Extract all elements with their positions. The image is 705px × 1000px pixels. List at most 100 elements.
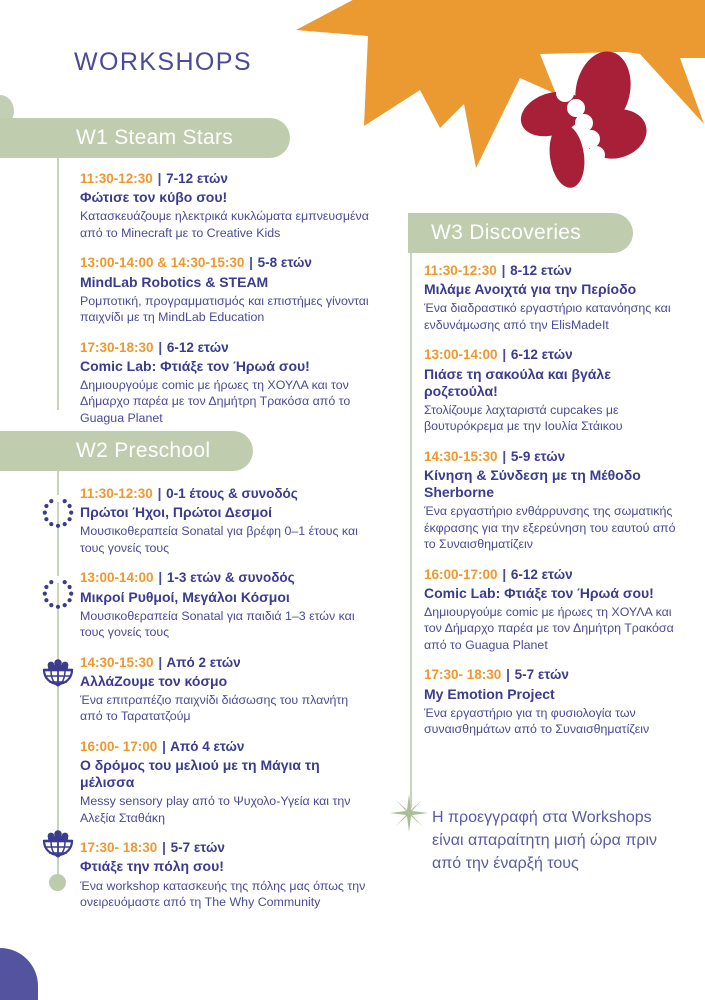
eight-point-star-icon (390, 794, 428, 832)
workshop-time: 11:30-12:30 (80, 486, 153, 501)
separator: | (506, 667, 510, 683)
workshop-desc: Ένα workshop κατασκευής της πόλης μας όπ… (80, 878, 366, 910)
workshop-meta: 13:00-14:00 | 1-3 ετών & συνοδός (80, 569, 370, 587)
workshop-desc: Ένα επιτραπέζιο παιχνίδι διάσωσης του πλ… (80, 692, 349, 724)
separator: | (162, 840, 166, 856)
workshop-entry: 13:00-14:00 | 1-3 ετών & συνοδός Μικροί … (80, 569, 370, 640)
workshop-meta: 11:30-12:30 | 8-12 ετών (424, 262, 682, 280)
workshop-meta: 17:30- 18:30 | 5-7 ετών (424, 666, 682, 684)
section-banner-w1-label: W1 Steam Stars (76, 126, 234, 149)
workshop-time: 13:00-14:00 (80, 570, 154, 586)
workshop-ages: 6-12 ετών (510, 347, 573, 363)
workshop-entry: 17:30-18:30 | 6-12 ετών Comic Lab: Φτιάξ… (80, 339, 370, 427)
workshop-ages: 5-7 ετών (514, 667, 569, 683)
workshop-list-w1: 11:30-12:30 | 7-12 ετών Φώτισε τον κύβο … (80, 170, 370, 426)
workshop-entry: 11:30-12:30 | 8-12 ετών Μιλάμε Ανοιχτά γ… (424, 262, 682, 333)
workshop-name: ΑλλάΖουμε τον κόσμο (80, 672, 228, 689)
workshop-desc: Στολίζουμε λαχταριστά cupcakes με βουτυρ… (424, 402, 623, 434)
beaded-ring-icon (40, 576, 76, 612)
workshop-name: MindLab Robotics & STEAM (80, 273, 269, 290)
workshop-meta: 14:30-15:30 | Από 2 ετών (80, 654, 370, 672)
workshop-meta: 13:00-14:00 | 6-12 ετών (424, 346, 682, 364)
workshop-name: Comic Lab: Φτιάξε τον Ήρωά σου! (424, 584, 654, 601)
workshop-entry: 17:30- 18:30 | 5-7 ετών Φτιάξε την πόλη … (80, 839, 370, 910)
workshop-entry: 16:00-17:00 | 6-12 ετών Comic Lab: Φτιάξ… (424, 566, 682, 654)
page-title: WORKSHOPS (74, 48, 252, 76)
workshop-entry: 16:00- 17:00 | Από 4 ετών Ο δρόμος του μ… (80, 738, 370, 826)
workshop-time: 13:00-14:00 (424, 347, 498, 363)
workshop-time: 13:00-14:00 & 14:30-15:30 (80, 255, 245, 271)
separator: | (158, 654, 163, 670)
workshop-entry: 14:30-15:30 | 5-9 ετών Κίνηση & Σύνδεση … (424, 448, 682, 553)
separator: | (162, 738, 166, 754)
workshop-list-w3: 11:30-12:30 | 8-12 ετών Μιλάμε Ανοιχτά γ… (424, 262, 682, 738)
workshop-meta: 17:30-18:30 | 6-12 ετών (80, 339, 370, 357)
separator: | (502, 448, 507, 464)
butterfly-icon (520, 51, 647, 188)
workshop-ages: Από 4 ετών (170, 738, 245, 754)
section-banner-w2-label: W2 Preschool (76, 439, 211, 462)
section-banner-w3: W3 Discoveries (408, 213, 633, 253)
workshop-meta: 11:30-12:30 | 7-12 ετών (80, 170, 370, 188)
workshop-name: Πρώτοι Ήχοι, Πρώτοι Δεσμοί (80, 504, 273, 521)
section-banner-w3-label: W3 Discoveries (431, 221, 582, 244)
workshop-name: Μιλάμε Ανοιχτά για την Περίοδο (424, 281, 637, 298)
workshop-name: Φώτισε τον κύβο σου! (80, 189, 228, 206)
basket-globe-icon (40, 655, 76, 691)
workshop-meta: 17:30- 18:30 | 5-7 ετών (80, 839, 370, 857)
workshop-time: 16:00-17:00 (424, 566, 498, 582)
workshop-time: 14:30-15:30 (424, 448, 498, 464)
section-banner-w1: W1 Steam Stars (0, 118, 290, 158)
workshop-desc: Κατασκευάζουμε ηλεκτρικά κυκλώματα εμπνε… (80, 209, 369, 240)
workshop-name: Φτιάξε την πόλη σου! (80, 858, 224, 875)
workshop-time: 16:00- 17:00 (80, 738, 158, 754)
workshop-time: 14:30-15:30 (80, 654, 154, 670)
section-banner-w2: W2 Preschool (0, 431, 253, 471)
workshop-desc: Μουσικοθεραπεία Sonatal για παιδιά 1–3 ε… (80, 608, 355, 640)
workshop-time: 17:30- 18:30 (80, 840, 158, 856)
workshop-meta: 11:30-12:30 | 0-1 έτους & συνοδός (80, 485, 370, 503)
separator: | (502, 566, 507, 582)
separator: | (157, 171, 162, 186)
workshop-name: Πιάσε τη σακούλα και βγάλε ροζετούλα! (424, 365, 611, 399)
workshop-desc: Ένα εργαστήριο για τη φυσιολογία των συν… (424, 705, 650, 737)
workshop-ages: 8-12 ετών (510, 263, 572, 278)
workshop-entry: 13:00-14:00 | 6-12 ετών Πιάσε τη σακούλα… (424, 346, 682, 434)
workshop-time: 11:30-12:30 (80, 171, 153, 186)
timeline-line-w3 (410, 253, 412, 808)
workshop-entry: 11:30-12:30 | 0-1 έτους & συνοδός Πρώτοι… (80, 485, 370, 556)
separator: | (157, 486, 162, 501)
beaded-ring-icon (40, 495, 76, 531)
separator: | (158, 339, 163, 355)
workshop-name: My Emotion Project (424, 685, 555, 702)
workshop-desc: Ρομποτική, προγραμματισμός και επιστήμες… (80, 293, 369, 325)
workshop-time: 11:30-12:30 (424, 263, 497, 278)
workshop-ages: 6-12 ετών (510, 566, 573, 582)
separator: | (158, 570, 163, 586)
workshop-name: Μικροί Ρυθμοί, Μεγάλοι Κόσμοι (80, 588, 290, 605)
workshop-desc: Ένα εργαστήριο ενθάρρυνσης της σωματικής… (424, 504, 676, 552)
workshop-desc: Δημιουργούμε comic με ήρωες τη ΧΟΥΛΑ και… (424, 604, 674, 652)
workshop-entry: 14:30-15:30 | Από 2 ετών ΑλλάΖουμε τον κ… (80, 654, 370, 725)
basket-globe-icon (40, 826, 76, 862)
workshop-ages: Από 2 ετών (166, 654, 241, 670)
timeline-end-dot (49, 874, 66, 891)
workshop-meta: 16:00-17:00 | 6-12 ετών (424, 566, 682, 584)
workshop-meta: 13:00-14:00 & 14:30-15:30 | 5-8 ετών (80, 254, 370, 272)
orange-star-burst-shape (296, 0, 705, 168)
workshop-meta: 16:00- 17:00 | Από 4 ετών (80, 738, 370, 756)
footer-note: Η προεγγραφή στα Workshops είναι απαραίτ… (432, 809, 658, 873)
separator: | (249, 255, 253, 271)
workshop-ages: 5-8 ετών (257, 255, 312, 271)
workshop-ages: 1-3 ετών & συνοδός (166, 570, 295, 586)
workshop-entry: 11:30-12:30 | 7-12 ετών Φώτισε τον κύβο … (80, 170, 370, 241)
workshop-name: Comic Lab: Φτιάξε τον Ήρωά σου! (80, 357, 310, 374)
workshop-entry: 17:30- 18:30 | 5-7 ετών My Emotion Proje… (424, 666, 682, 737)
workshop-name: Κίνηση & Σύνδεση με τη Μέθοδο Sherborne (424, 466, 641, 500)
workshop-desc: Δημιουργούμε comic με ήρωες τη ΧΟΥΛΑ και… (80, 377, 351, 425)
workshop-entry: 13:00-14:00 & 14:30-15:30 | 5-8 ετών Min… (80, 254, 370, 325)
workshop-ages: 5-7 ετών (170, 840, 225, 856)
timeline-line-w1 (57, 158, 59, 410)
workshop-list-w2: 11:30-12:30 | 0-1 έτους & συνοδός Πρώτοι… (80, 485, 370, 911)
separator: | (501, 263, 506, 278)
